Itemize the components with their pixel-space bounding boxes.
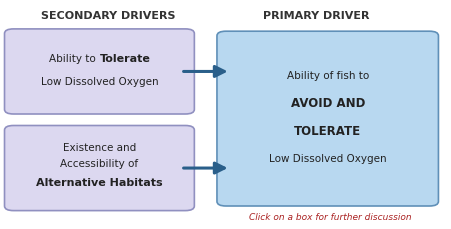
Text: Tolerate: Tolerate bbox=[99, 53, 150, 63]
FancyBboxPatch shape bbox=[5, 30, 194, 114]
Text: SECONDARY DRIVERS: SECONDARY DRIVERS bbox=[41, 11, 175, 21]
Text: Ability to: Ability to bbox=[49, 53, 99, 63]
Text: Low Dissolved Oxygen: Low Dissolved Oxygen bbox=[41, 76, 158, 86]
Text: PRIMARY DRIVER: PRIMARY DRIVER bbox=[262, 11, 369, 21]
Text: Low Dissolved Oxygen: Low Dissolved Oxygen bbox=[268, 153, 386, 163]
Text: Alternative Habitats: Alternative Habitats bbox=[36, 177, 162, 187]
Text: Click on a box for further discussion: Click on a box for further discussion bbox=[248, 212, 410, 221]
Text: TOLERATE: TOLERATE bbox=[294, 124, 360, 137]
FancyBboxPatch shape bbox=[216, 32, 437, 206]
Text: AVOID AND: AVOID AND bbox=[290, 97, 364, 109]
FancyBboxPatch shape bbox=[5, 126, 194, 211]
Text: Accessibility of: Accessibility of bbox=[60, 159, 138, 169]
Text: Existence and: Existence and bbox=[63, 143, 136, 153]
Text: Ability of fish to: Ability of fish to bbox=[286, 71, 368, 81]
